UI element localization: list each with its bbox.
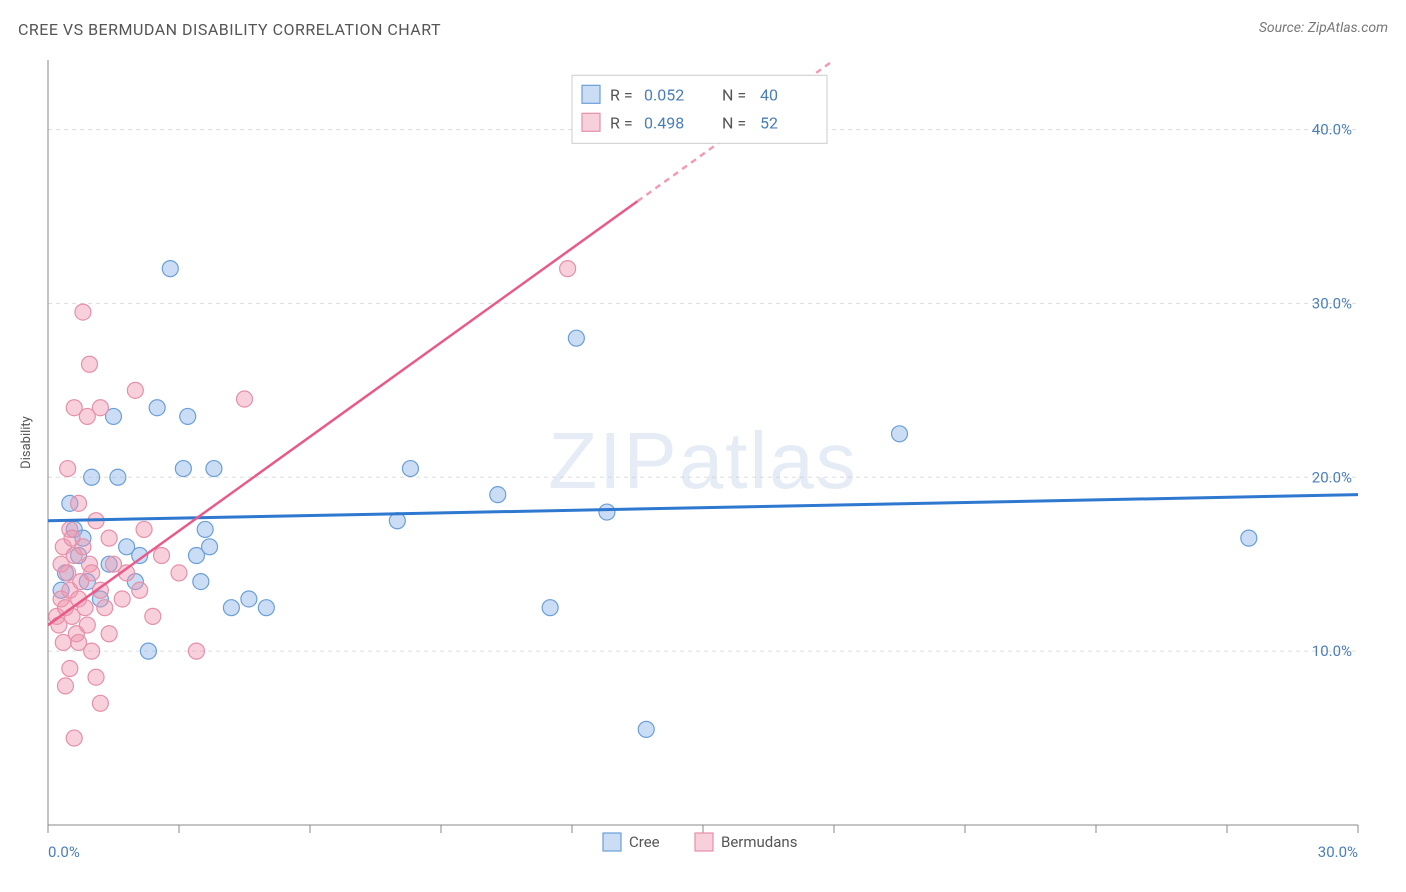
x-tick-label: 30.0% [1318,843,1358,861]
y-tick-label: 20.0% [1312,468,1352,486]
legend-n-label: N = [722,113,746,132]
scatter-point [71,495,87,511]
legend-label: Cree [629,833,660,851]
scatter-point [149,400,165,416]
scatter-point [101,626,117,642]
scatter-point [180,408,196,424]
scatter-point [638,721,654,737]
scatter-point [175,461,191,477]
legend-n-value: 40 [760,85,778,104]
scatter-point [1241,530,1257,546]
scatter-point [599,504,615,520]
legend-n-label: N = [722,85,746,104]
legend-n-value: 52 [760,113,778,132]
scatter-point [241,591,257,607]
scatter-point [140,643,156,659]
scatter-point [136,521,152,537]
legend-r-label: R = [610,113,633,132]
scatter-point [62,661,78,677]
scatter-point [110,469,126,485]
legend-r-value: 0.498 [644,113,684,132]
scatter-point [188,643,204,659]
scatter-point [127,382,143,398]
scatter-point [197,521,213,537]
scatter-point [202,539,218,555]
scatter-point [132,582,148,598]
legend-swatch [695,833,713,851]
scatter-point [171,565,187,581]
legend-label: Bermudans [721,833,797,851]
scatter-point [66,730,82,746]
scatter-point [75,539,91,555]
trend-line [48,201,638,625]
legend-swatch [582,85,600,103]
scatter-point [92,695,108,711]
scatter-point [84,565,100,581]
scatter-point [568,330,584,346]
y-tick-label: 30.0% [1312,294,1352,312]
y-tick-label: 10.0% [1312,642,1352,660]
scatter-point [223,600,239,616]
source-label: Source: ZipAtlas.com [1259,20,1388,36]
scatter-point [79,617,95,633]
chart-container: 0.0% 30.0% 10.0% 20.0% 30.0% 40.0% Disability R… [18,50,1388,872]
scatter-point [402,461,418,477]
scatter-point [92,400,108,416]
scatter-point [75,304,91,320]
scatter-point [84,469,100,485]
chart-title: CREE VS BERMUDAN DISABILITY CORRELATION … [18,20,441,39]
scatter-point [490,487,506,503]
scatter-point [81,356,97,372]
scatter-point [237,391,253,407]
legend-r-value: 0.052 [644,85,684,104]
y-tick-label: 40.0% [1312,121,1352,139]
scatter-point [542,600,558,616]
scatter-point [560,261,576,277]
scatter-point [258,600,274,616]
chart-header: CREE VS BERMUDAN DISABILITY CORRELATION … [18,20,1388,50]
scatter-point [97,600,113,616]
legend-swatch [582,113,600,131]
scatter-point [101,530,117,546]
stats-legend: R = 0.052 N = 40 R = 0.498 N = 52 [572,75,827,143]
legend-r-label: R = [610,85,633,104]
y-axis-label: Disability [19,416,34,469]
series-legend: Cree Bermudans [603,833,797,851]
scatter-point [57,678,73,694]
scatter-point [88,669,104,685]
scatter-point [114,591,130,607]
scatter-point [206,461,222,477]
x-tick-label: 0.0% [48,843,80,861]
scatter-point [162,261,178,277]
legend-swatch [603,833,621,851]
scatter-point [193,574,209,590]
scatter-point [60,461,76,477]
scatter-point [145,608,161,624]
scatter-point [892,426,908,442]
scatter-point [84,643,100,659]
scatter-point [154,548,170,564]
scatter-chart: 0.0% 30.0% 10.0% 20.0% 30.0% 40.0% Disability R… [18,50,1388,872]
trend-line [48,495,1358,521]
